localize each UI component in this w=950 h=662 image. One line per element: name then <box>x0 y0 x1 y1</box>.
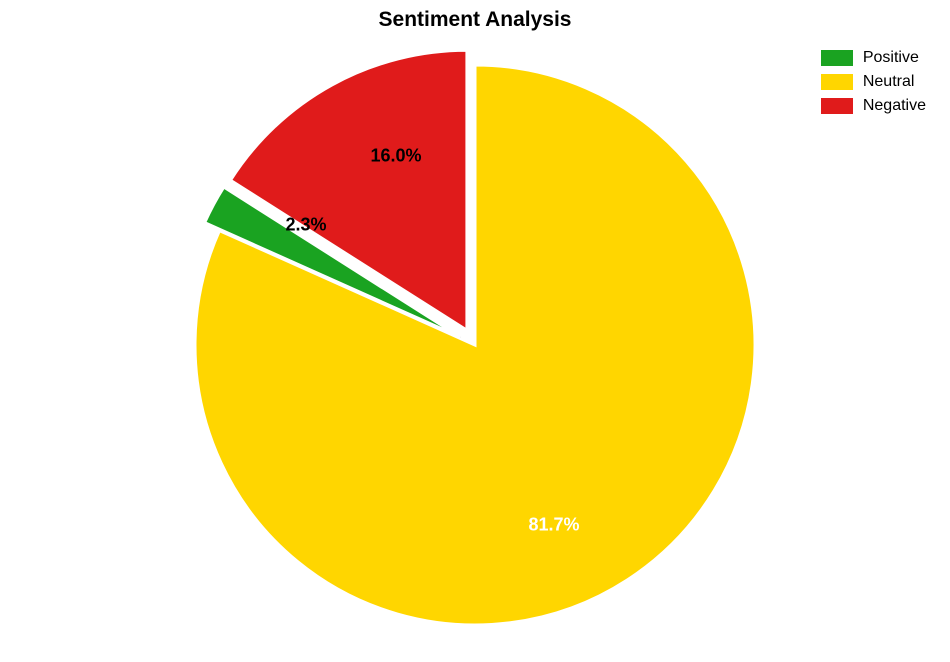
legend-swatch <box>821 98 853 114</box>
legend-item-neutral: Neutral <box>821 72 926 92</box>
legend-label: Positive <box>863 48 919 68</box>
legend-item-negative: Negative <box>821 96 926 116</box>
legend-swatch <box>821 74 853 90</box>
legend-label: Neutral <box>863 72 915 92</box>
slice-label-negative: 16.0% <box>370 146 421 167</box>
legend-item-positive: Positive <box>821 48 926 68</box>
pie-chart <box>0 0 950 662</box>
slice-label-positive: 2.3% <box>285 215 326 236</box>
legend-swatch <box>821 50 853 66</box>
legend-label: Negative <box>863 96 926 116</box>
legend: Positive Neutral Negative <box>821 48 926 120</box>
slice-label-neutral: 81.7% <box>528 515 579 536</box>
chart-container: Sentiment Analysis PositiveNeutralNegati… <box>0 0 950 662</box>
